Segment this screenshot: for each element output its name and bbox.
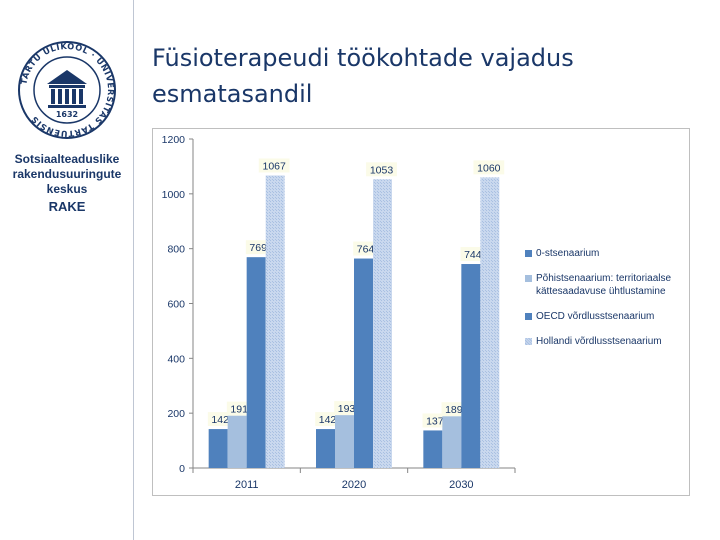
slide-title: Füsioterapeudi töökohtade vajadus esmata…: [152, 40, 692, 112]
data-label-bg: [366, 162, 397, 177]
chart-legend: 0-stsenaarium Põhistsenaarium: territoria…: [525, 247, 687, 360]
slide-title-line-1: Füsioterapeudi töökohtade vajadus: [152, 44, 574, 72]
legend-label: Hollandi võrdlusstsenaarium: [536, 336, 662, 347]
bar-chart: 0200400600800100012002011142191769106720…: [162, 134, 516, 491]
data-label: 1053: [370, 164, 394, 176]
bar-1: [335, 415, 354, 468]
data-label: 193: [338, 403, 356, 415]
y-tick-label: 1000: [162, 189, 186, 201]
x-tick-label: 2030: [449, 479, 473, 491]
chart-frame: 0 200 400 600 800 1000 1200 2011 142 191 769 1067 20…: [152, 128, 690, 496]
data-label-bg: [207, 412, 233, 427]
data-label-bg: [315, 412, 340, 427]
university-seal-logo: TARTU ÜLIKOOL · UNIVERSITAS TARTUENSIS 1…: [18, 41, 116, 139]
bar-1: [442, 416, 462, 468]
bar-1: [227, 415, 247, 468]
dept-abbreviation: RAKE: [48, 199, 86, 214]
data-label: 142: [211, 414, 229, 426]
legend-swatch: [525, 250, 532, 257]
data-label: 1067: [262, 160, 286, 172]
bar-0: [423, 430, 443, 468]
legend-label: OECD võrdlusstsenaarium: [536, 311, 655, 322]
bar-3: [480, 177, 500, 468]
legend-swatch: [525, 275, 532, 282]
dept-line-3: keskus: [46, 182, 88, 196]
bar-3: [373, 179, 392, 469]
y-tick-label: 200: [167, 408, 185, 420]
data-label-bg: [226, 401, 252, 416]
legend-label: Põhistsenaarium: territoriaalse kättesaa…: [536, 273, 672, 297]
legend-label: 0-stsenaarium: [536, 248, 600, 259]
data-label: 764: [357, 244, 375, 256]
department-name: Sotsiaalteaduslike rakendusuuringute kes…: [6, 152, 128, 214]
dept-line-2: rakendusuuringute: [12, 167, 122, 181]
bar-2: [246, 257, 266, 468]
data-label: 137: [426, 415, 444, 427]
data-label: 189: [445, 404, 463, 416]
y-tick-label: 600: [167, 299, 185, 311]
data-label-bg: [353, 241, 378, 256]
data-label-bg: [422, 413, 448, 428]
data-label: 191: [230, 404, 248, 416]
bar-0: [208, 429, 228, 468]
x-tick-label: 2020: [342, 479, 366, 491]
data-label: 142: [319, 414, 337, 426]
bar-0: [316, 429, 335, 468]
bar-2: [461, 264, 481, 468]
legend-swatch: [525, 338, 532, 345]
dept-line-1: Sotsiaalteaduslike: [14, 152, 120, 166]
bar-2: [354, 258, 373, 468]
y-tick-label: 800: [167, 244, 185, 256]
y-tick-label: 0: [179, 463, 185, 475]
data-label-bg: [258, 158, 290, 173]
slide-title-line-2: esmatasandil: [152, 80, 313, 108]
data-label: 1060: [477, 162, 501, 174]
legend-item: 0-stsenaarium: [525, 247, 687, 260]
bar-3: [265, 175, 285, 468]
y-tick-label: 1200: [162, 134, 186, 146]
svg-text:1632: 1632: [56, 110, 78, 119]
data-label-bg: [334, 401, 359, 416]
sidebar: TARTU ÜLIKOOL · UNIVERSITAS TARTUENSIS 1…: [0, 0, 134, 540]
legend-swatch: [525, 313, 532, 320]
x-tick-label: 2011: [235, 479, 259, 491]
data-label-bg: [441, 402, 467, 417]
legend-item: OECD võrdlusstsenaarium: [525, 310, 687, 323]
data-label-bg: [245, 240, 271, 255]
legend-item: Hollandi võrdlusstsenaarium: [525, 335, 687, 348]
data-label-bg: [473, 160, 505, 175]
legend-item: Põhistsenaarium: territoriaalse kättesaa…: [525, 272, 687, 298]
data-label: 744: [464, 249, 482, 261]
data-label: 769: [249, 242, 267, 254]
y-tick-label: 400: [167, 353, 185, 365]
data-label-bg: [460, 247, 486, 262]
